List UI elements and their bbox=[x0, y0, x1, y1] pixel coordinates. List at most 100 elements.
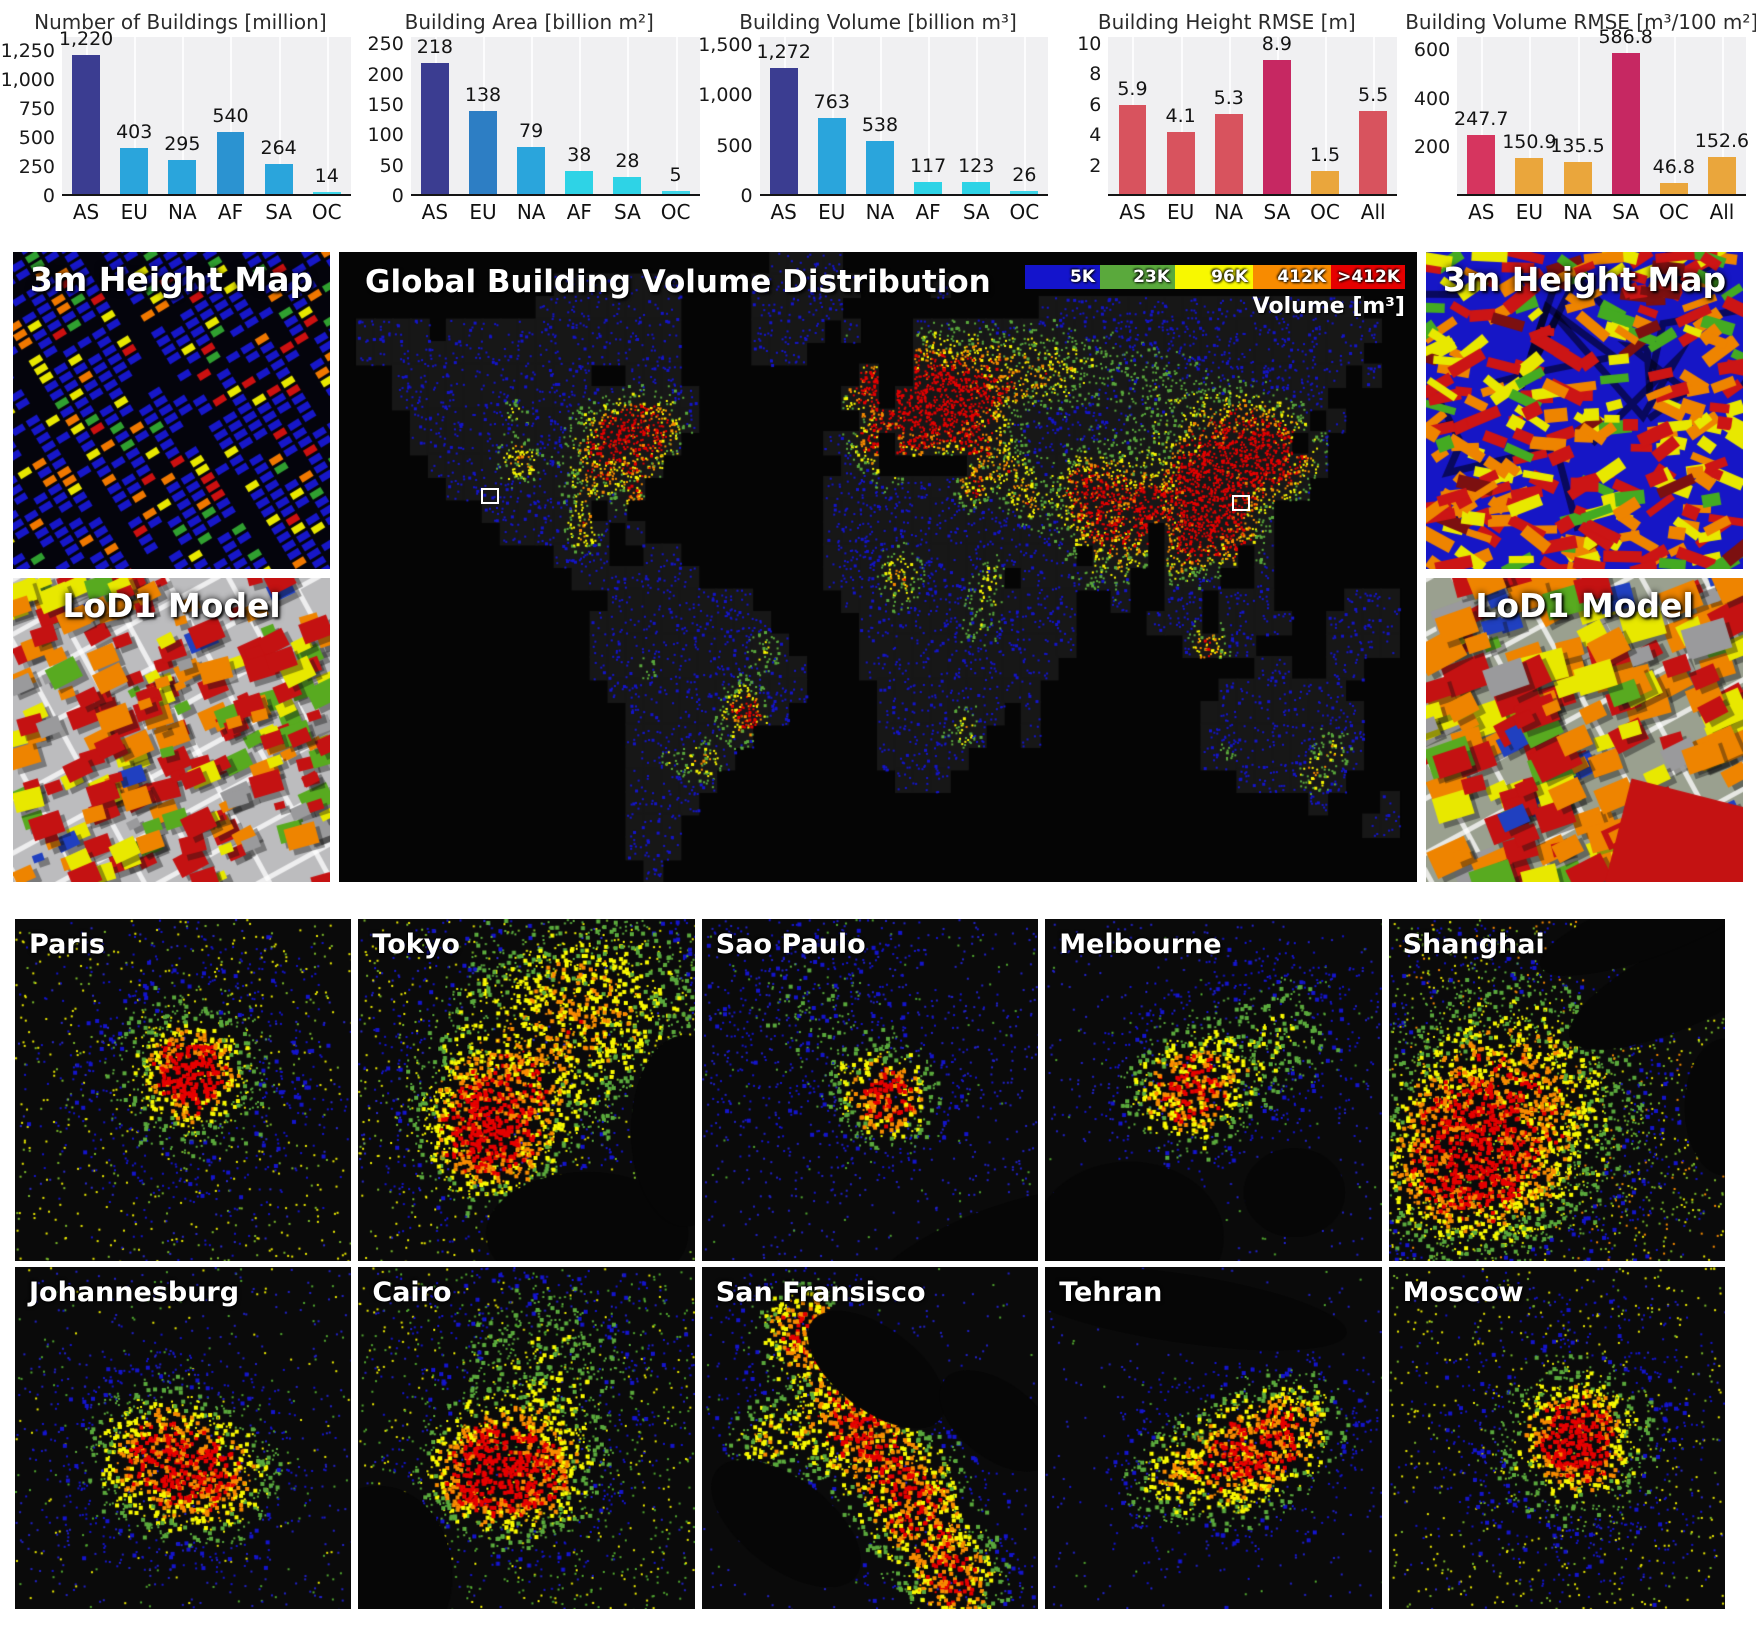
x-tick-label: EU bbox=[469, 200, 497, 224]
gridline bbox=[326, 37, 329, 194]
bar-slot: 5 bbox=[652, 37, 700, 194]
y-tick-label: 250 bbox=[18, 156, 55, 179]
gridline bbox=[531, 37, 534, 194]
bar-value-label: 218 bbox=[416, 36, 453, 59]
bar-slot: 403 bbox=[110, 37, 158, 194]
bar-oc bbox=[1311, 171, 1339, 194]
chart-title: Building Volume [billion m³] bbox=[739, 10, 1017, 34]
plot-area: 5.9 4.1 5.3 8.9 1.5 5.5 bbox=[1108, 33, 1398, 196]
bar-value-label: 1,220 bbox=[58, 27, 114, 50]
city-label: Tehran bbox=[1059, 1277, 1163, 1308]
height-map-label-right: 3m Height Map bbox=[1442, 260, 1727, 299]
y-tick-label: 10 bbox=[1077, 32, 1102, 55]
y-tick-label: 50 bbox=[379, 154, 404, 177]
gridline bbox=[1180, 37, 1183, 194]
bar-value-label: 8.9 bbox=[1261, 33, 1292, 56]
y-tick-label: 1,000 bbox=[698, 84, 753, 107]
bar-na bbox=[168, 160, 197, 194]
x-tick-label: SA bbox=[1612, 200, 1640, 224]
x-tick-label: SA bbox=[1263, 200, 1291, 224]
y-tick-label: 1,000 bbox=[0, 69, 55, 92]
city-map-moscow: Moscow bbox=[1388, 1267, 1725, 1609]
bar-value-label: 5 bbox=[669, 164, 682, 187]
city-map-tokyo: Tokyo bbox=[358, 919, 695, 1261]
x-tick-label: EU bbox=[818, 200, 846, 224]
bar-sa bbox=[962, 181, 991, 194]
bar-chart-1: Number of Buildings [million] 0 250 500 750 1… bbox=[1, 10, 351, 226]
bar-eu bbox=[120, 148, 149, 194]
lod1-canvas-left bbox=[13, 578, 330, 882]
y-tick-label: 0 bbox=[42, 185, 55, 207]
bar-value-label: 586.8 bbox=[1598, 26, 1653, 49]
bar-as bbox=[1467, 134, 1496, 194]
bar-value-label: 538 bbox=[861, 113, 899, 136]
bar-oc bbox=[661, 191, 690, 194]
legend-segment-412k: 412K bbox=[1253, 265, 1331, 289]
gridline bbox=[1325, 37, 1328, 194]
city-map-shanghai: Shanghai bbox=[1388, 919, 1725, 1261]
bar-value-label: 4.1 bbox=[1165, 105, 1196, 128]
x-axis: AS EU NA AF SA OC bbox=[62, 196, 351, 226]
chart-title: Number of Buildings [million] bbox=[34, 10, 327, 34]
bar-slot: 247.7 bbox=[1454, 37, 1508, 194]
city-label: San Fransisco bbox=[715, 1277, 926, 1308]
gridline bbox=[627, 37, 630, 194]
y-tick-label: 1,250 bbox=[0, 40, 55, 63]
bar-af bbox=[565, 171, 594, 194]
bar-slot: 4.1 bbox=[1157, 37, 1205, 194]
bar-chart-2: Building Area [billion m²] 0 50 100 150 200 25… bbox=[359, 10, 700, 226]
bar-value-label: 135.5 bbox=[1550, 134, 1605, 157]
plot-area: 247.7 150.9 135.5 586.8 46.8 152.6 bbox=[1454, 26, 1749, 196]
bar-slot: 295 bbox=[158, 37, 206, 194]
city-map-san-fransisco: San Fransisco bbox=[701, 1267, 1039, 1609]
bar-slot: 135.5 bbox=[1550, 37, 1605, 194]
city-label: Tokyo bbox=[372, 929, 460, 960]
y-tick-label: 4 bbox=[1089, 124, 1102, 147]
gridline bbox=[1529, 37, 1532, 194]
bar-na bbox=[865, 140, 894, 194]
bar-slot: 1,272 bbox=[756, 37, 811, 194]
gridline bbox=[675, 37, 678, 194]
x-tick-label: AS bbox=[770, 200, 797, 224]
bar-as bbox=[1118, 105, 1147, 194]
bar-oc bbox=[1659, 182, 1688, 194]
bar-slot: 117 bbox=[904, 37, 952, 194]
y-axis: 2 4 6 8 10 bbox=[1056, 33, 1108, 196]
bar-value-label: 38 bbox=[567, 144, 592, 167]
y-tick-label: 400 bbox=[1413, 87, 1451, 110]
chart-title: Building Area [billion m²] bbox=[404, 10, 654, 34]
bar-value-label: 14 bbox=[314, 165, 339, 188]
y-axis: 0 250 500 750 1,000 1,250 bbox=[1, 37, 62, 207]
bar-chart-4: Building Height RMSE [m] 2 4 6 8 10 5.9 4.1 5.3 8… bbox=[1056, 10, 1398, 226]
bar-slot: 38 bbox=[555, 37, 603, 194]
city-map-tehran: Tehran bbox=[1045, 1267, 1382, 1609]
city-map-cairo: Cairo bbox=[358, 1267, 695, 1609]
height-map-canvas-right bbox=[1426, 252, 1743, 569]
x-tick-label: OC bbox=[1310, 200, 1340, 224]
bar-all bbox=[1708, 157, 1736, 194]
middle-section: 3m Height Map LoD1 Model Global Building… bbox=[0, 252, 1756, 882]
bar-value-label: 5.5 bbox=[1358, 84, 1389, 107]
bar-value-label: 79 bbox=[519, 119, 544, 142]
bar-value-label: 403 bbox=[116, 121, 153, 143]
lod1-label-right: LoD1 Model bbox=[1475, 586, 1694, 625]
x-tick-label: NA bbox=[516, 200, 546, 224]
city-map-melbourne: Melbourne bbox=[1045, 919, 1382, 1261]
bar-eu bbox=[1515, 157, 1544, 194]
bar-as bbox=[420, 63, 449, 194]
bar-sa bbox=[264, 163, 293, 194]
bar-value-label: 138 bbox=[464, 84, 502, 107]
legend-segment-23k: 23K bbox=[1100, 265, 1175, 289]
city-map-johannesburg: Johannesburg bbox=[15, 1267, 352, 1609]
bar-oc bbox=[312, 192, 341, 194]
bar-value-label: 295 bbox=[164, 133, 201, 156]
x-tick-label: OC bbox=[660, 200, 691, 224]
gridline bbox=[1481, 37, 1484, 194]
bar-slot: 79 bbox=[507, 37, 555, 194]
x-tick-label: SA bbox=[614, 200, 641, 224]
y-tick-label: 0 bbox=[391, 185, 404, 207]
city-map-canvas bbox=[1388, 1267, 1725, 1609]
x-tick-label: EU bbox=[1166, 200, 1195, 224]
volume-legend: 5K 23K 96K 412K >412K bbox=[1025, 265, 1405, 289]
